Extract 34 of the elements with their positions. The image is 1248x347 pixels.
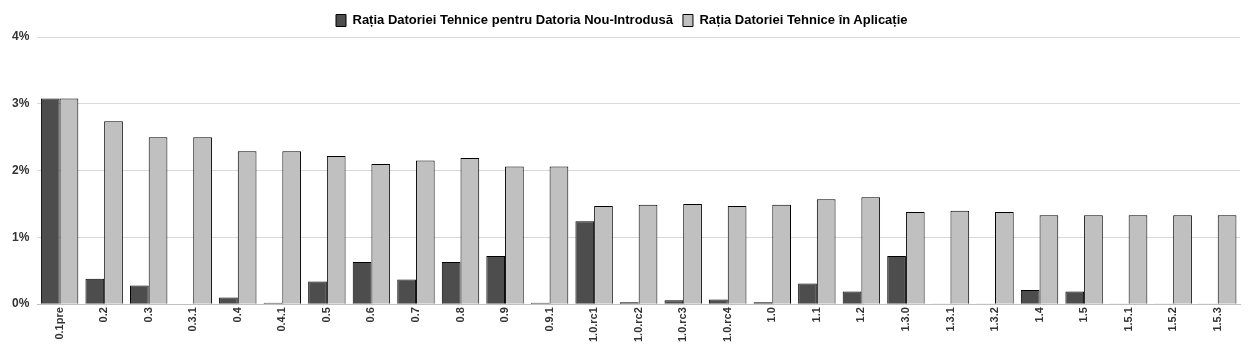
y-tick-label: 4% bbox=[12, 29, 30, 44]
x-tick-label: 0.6 bbox=[364, 307, 377, 323]
x-tick-label: 0.4.1 bbox=[275, 307, 288, 332]
x-tick-label: 1.5.2 bbox=[1166, 307, 1179, 332]
x-tick-label: 1.0.rc2 bbox=[631, 307, 644, 343]
y-tick-label: 2% bbox=[12, 162, 30, 177]
x-tick-label: 1.3.2 bbox=[988, 307, 1001, 332]
x-tick-label: 0.5 bbox=[319, 307, 332, 323]
x-tick-label: 0.7 bbox=[408, 307, 421, 323]
y-tick-label: 3% bbox=[12, 96, 30, 111]
x-tick-label: 1.5.1 bbox=[1121, 307, 1134, 332]
y-tick-label: 1% bbox=[12, 229, 30, 244]
x-tick-label: 1.0 bbox=[765, 307, 778, 323]
x-tick-label: 0.1pre bbox=[52, 307, 65, 340]
y-tick-label: 0% bbox=[12, 296, 30, 311]
x-tick-label: 0.8 bbox=[453, 307, 466, 323]
x-tick-label: 0.9 bbox=[498, 307, 511, 323]
x-tick-label: 0.4 bbox=[230, 306, 243, 323]
x-tick-label: 1.3.0 bbox=[898, 307, 911, 332]
x-tick-label: 1.0.rc1 bbox=[587, 307, 600, 343]
x-tick-label: 1.1 bbox=[809, 307, 822, 323]
x-tick-label: 1.2 bbox=[854, 307, 867, 323]
x-tick-label: 0.2 bbox=[97, 307, 110, 323]
x-tick-label: 1.0.rc3 bbox=[676, 307, 689, 343]
x-tick-label: 1.0.rc4 bbox=[720, 306, 733, 343]
legend-label: Rația Datoriei Tehnice în Aplicație bbox=[699, 12, 908, 28]
legend-label: Rația Datoriei Tehnice pentru Datoria Nou-Introdusă bbox=[352, 12, 674, 28]
x-tick-label: 0.3.1 bbox=[186, 307, 199, 332]
x-tick-label: 1.5.3 bbox=[1210, 307, 1223, 332]
x-tick-label: 0.9.1 bbox=[542, 307, 555, 332]
x-tick-label: 1.4 bbox=[1032, 306, 1045, 323]
x-tick-label: 1.5 bbox=[1077, 307, 1090, 323]
x-tick-label: 0.3 bbox=[141, 307, 154, 323]
x-tick-label: 1.3.1 bbox=[943, 307, 956, 332]
